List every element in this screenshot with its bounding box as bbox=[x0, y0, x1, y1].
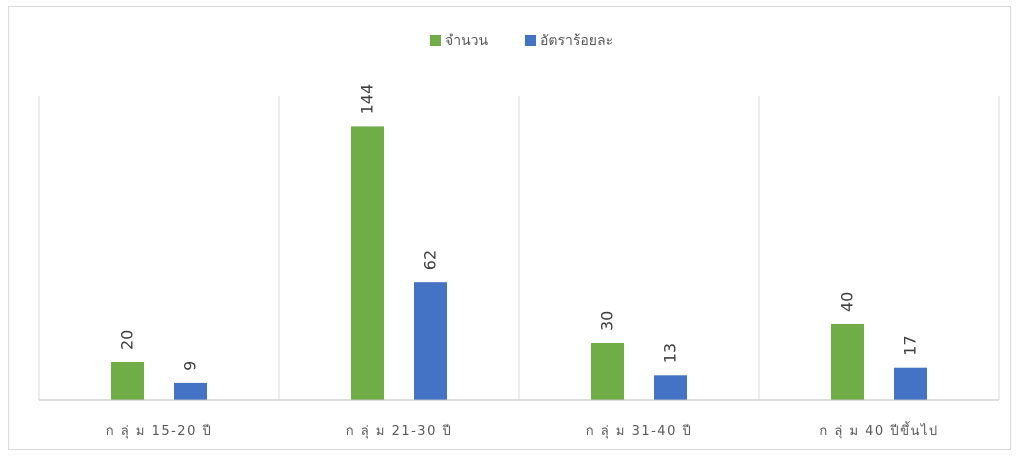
bar-count-3 bbox=[591, 343, 624, 400]
chart-frame: 20 9 ก ลุ่ ม 15-20 ปี 144 62 ก ลุ่ ม 21-30 ปี… bbox=[8, 6, 1011, 450]
category-label-2: ก ลุ่ ม 21-30 ปี bbox=[346, 423, 452, 439]
bar-percent-1 bbox=[174, 382, 207, 400]
bar-percent-2 bbox=[414, 282, 447, 400]
data-label-count-3: 30 bbox=[598, 311, 617, 331]
data-label-count-4: 40 bbox=[838, 292, 857, 312]
bar-count-2 bbox=[351, 126, 384, 401]
legend-swatch-percent bbox=[525, 35, 536, 46]
data-label-count-2: 144 bbox=[358, 84, 377, 115]
legend-swatch-count bbox=[430, 35, 441, 46]
data-label-percent-3: 13 bbox=[661, 343, 680, 363]
bar-count-1 bbox=[111, 362, 144, 400]
bar-percent-3 bbox=[654, 375, 687, 400]
legend-label-count: จำนวน bbox=[445, 33, 488, 49]
category-label-3: ก ลุ่ ม 31-40 ปี bbox=[586, 423, 692, 439]
legend-label-percent: อัตราร้อยละ bbox=[540, 33, 613, 49]
data-label-percent-1: 9 bbox=[181, 361, 200, 371]
bar-count-4 bbox=[831, 324, 864, 400]
bar-chart: 20 9 ก ลุ่ ม 15-20 ปี 144 62 ก ลุ่ ม 21-30 ปี… bbox=[38, 33, 1000, 439]
data-label-count-1: 20 bbox=[118, 330, 137, 350]
bar-percent-4 bbox=[894, 367, 927, 400]
category-label-4: ก ลุ่ ม 40 ปีขึ้นไป bbox=[819, 421, 938, 439]
category-label-1: ก ลุ่ ม 15-20 ปี bbox=[106, 423, 212, 439]
data-label-percent-2: 62 bbox=[421, 250, 440, 270]
data-label-percent-4: 17 bbox=[901, 335, 920, 355]
